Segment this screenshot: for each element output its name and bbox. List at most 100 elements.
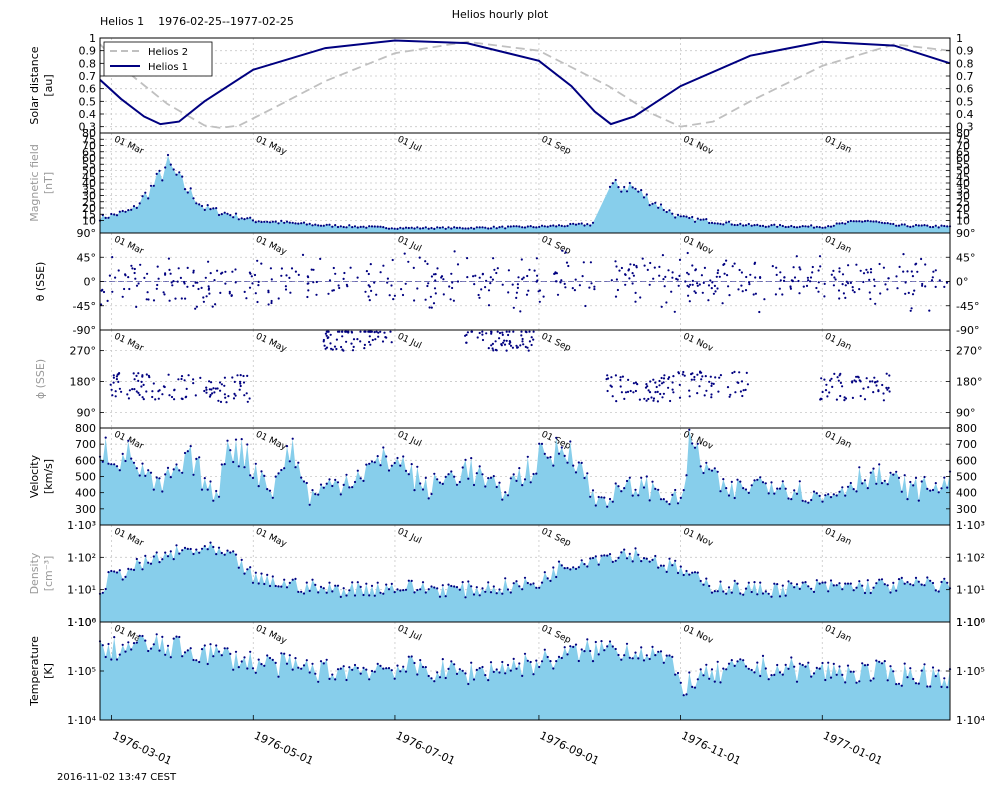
data-point <box>312 268 315 271</box>
data-point <box>436 587 439 590</box>
data-point <box>198 203 201 206</box>
data-point <box>624 283 627 286</box>
data-point <box>175 173 178 176</box>
data-point <box>774 293 778 296</box>
data-point <box>801 225 804 228</box>
data-point <box>164 653 167 656</box>
data-point <box>623 548 626 551</box>
data-point <box>186 649 189 652</box>
data-point <box>569 440 572 443</box>
data-point <box>407 226 410 230</box>
data-point <box>145 373 148 376</box>
data-point <box>880 482 884 485</box>
data-point <box>828 391 831 394</box>
data-point <box>888 390 891 393</box>
data-point <box>500 343 503 346</box>
data-point <box>648 283 651 286</box>
data-point <box>144 639 147 642</box>
data-point <box>501 592 504 595</box>
data-point <box>623 654 626 657</box>
data-point <box>688 428 691 431</box>
data-point <box>709 279 712 282</box>
data-point <box>895 275 898 278</box>
data-point <box>657 488 660 491</box>
data-point <box>138 393 141 396</box>
data-point <box>137 391 140 394</box>
data-point <box>543 452 546 455</box>
data-point <box>223 553 226 556</box>
data-point <box>868 278 871 281</box>
data-point <box>447 226 450 229</box>
data-point <box>886 388 889 391</box>
data-point <box>835 398 839 401</box>
data-point <box>700 378 703 381</box>
y-tick-label: 25 <box>956 196 970 209</box>
data-point <box>543 648 546 651</box>
data-point <box>821 581 824 584</box>
data-point <box>436 267 439 270</box>
data-point <box>920 480 923 483</box>
data-point <box>776 225 779 228</box>
y-tick-label: 15 <box>956 208 970 221</box>
data-point <box>884 283 887 286</box>
data-point <box>665 654 668 657</box>
data-point <box>404 588 408 591</box>
data-point <box>404 282 407 285</box>
data-point <box>688 389 691 392</box>
data-point <box>229 214 232 217</box>
data-point <box>885 372 888 375</box>
data-point <box>661 254 665 257</box>
data-point <box>589 557 592 560</box>
data-point <box>197 287 200 291</box>
data-point <box>322 224 325 227</box>
data-point <box>793 586 796 589</box>
data-point <box>396 588 399 591</box>
y-tick-label: 45 <box>82 171 96 184</box>
data-point <box>886 288 889 291</box>
data-point <box>498 588 501 591</box>
data-point <box>382 446 385 449</box>
data-point <box>872 586 875 589</box>
data-point <box>224 396 227 399</box>
data-point <box>877 389 880 392</box>
data-point <box>239 384 242 388</box>
data-point <box>776 663 779 667</box>
data-point <box>827 493 830 496</box>
data-point <box>271 496 274 499</box>
timestamp: 2016-11-02 13:47 CEST <box>57 772 177 783</box>
data-point <box>478 296 481 299</box>
data-point <box>249 566 252 569</box>
data-point <box>110 658 113 661</box>
data-point <box>660 376 663 380</box>
data-point <box>875 482 878 485</box>
data-point <box>294 270 297 273</box>
data-point <box>433 680 436 683</box>
data-point <box>267 303 270 306</box>
data-point <box>676 571 680 575</box>
data-point <box>682 489 685 492</box>
data-point <box>851 396 855 399</box>
data-point <box>233 392 236 395</box>
data-point <box>683 374 686 377</box>
data-point <box>141 568 144 571</box>
data-point <box>314 672 317 675</box>
data-point <box>855 586 858 589</box>
y-tick-label: 65 <box>956 146 970 159</box>
data-point <box>135 374 138 377</box>
data-point <box>555 660 558 663</box>
data-point <box>373 331 376 334</box>
month-label: 01 Jul <box>396 527 423 547</box>
data-point <box>931 666 935 669</box>
data-point <box>326 336 329 340</box>
data-point <box>878 578 881 581</box>
data-point <box>862 272 866 275</box>
data-point <box>875 220 878 223</box>
data-point <box>240 217 243 220</box>
data-point <box>844 582 847 585</box>
data-point <box>144 554 147 558</box>
data-point <box>393 294 396 297</box>
data-point <box>263 220 266 223</box>
y-tick-label: 50 <box>82 165 96 178</box>
data-point <box>484 226 487 229</box>
data-point <box>710 221 714 224</box>
